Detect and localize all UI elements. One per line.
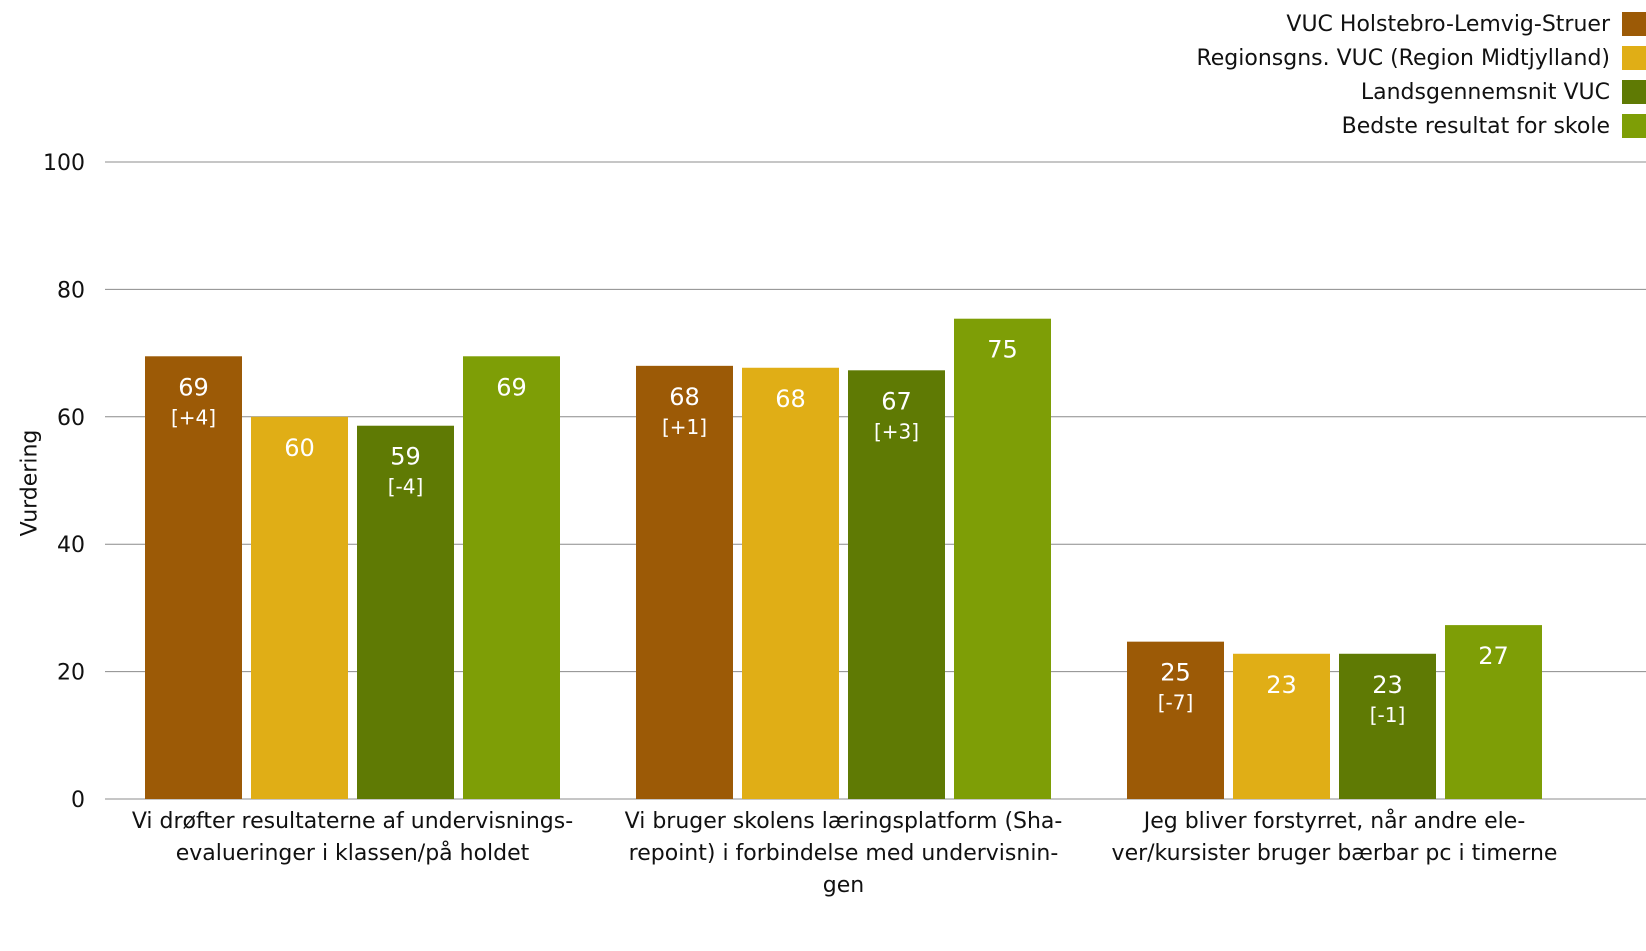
- x-tick-label: Jeg bliver forstyrret, når andre ele- ve…: [1111, 809, 1558, 866]
- legend-label: Bedste resultat for skole: [1341, 113, 1610, 139]
- bar-value-label: 25: [1160, 659, 1191, 687]
- legend-swatch: [1622, 46, 1646, 70]
- bar-value-label: 68: [775, 385, 806, 413]
- legend-label: Regionsgns. VUC (Region Midtjylland): [1196, 45, 1610, 71]
- bar: [1339, 653, 1436, 799]
- bar: [357, 425, 454, 799]
- y-tick-label: 40: [57, 533, 85, 558]
- x-tick-label: Vi drøfter resultaterne af undervisnings…: [131, 809, 574, 866]
- legend-item: Bedste resultat for skole: [1342, 112, 1646, 140]
- bar: [1445, 625, 1542, 799]
- x-tick-label: Vi bruger skolens læringsplatform (Sha- …: [624, 809, 1063, 898]
- legend-swatch: [1622, 114, 1646, 138]
- bar-value-label: 27: [1478, 642, 1509, 670]
- bar-diff-label: [-1]: [1370, 703, 1406, 727]
- bar-value-label: 69: [178, 373, 209, 401]
- bar-value-label: 60: [284, 434, 315, 462]
- y-axis-title: Vurdering: [17, 429, 43, 537]
- bar-value-label: 68: [669, 383, 700, 411]
- bar-value-label: 67: [881, 387, 912, 415]
- bar-diff-label: [-4]: [388, 475, 424, 499]
- bar-diff-label: [-7]: [1158, 691, 1194, 715]
- bar-value-label: 69: [496, 373, 527, 401]
- bar-value-label: 59: [390, 443, 421, 471]
- bar: [636, 365, 733, 799]
- legend-item: Regionsgns. VUC (Region Midtjylland): [1196, 44, 1646, 72]
- bar: [463, 356, 560, 799]
- bar-value-label: 23: [1372, 671, 1403, 699]
- bar-diff-label: [+1]: [662, 415, 707, 439]
- legend-swatch: [1622, 12, 1646, 36]
- bar: [145, 356, 242, 799]
- bar: [848, 370, 945, 799]
- legend-item: Landsgennemsnit VUC: [1361, 78, 1646, 106]
- bar: [954, 318, 1051, 799]
- bar-diff-label: [+3]: [874, 419, 919, 443]
- y-tick-label: 80: [57, 278, 85, 303]
- bar-value-label: 75: [987, 336, 1018, 364]
- legend-swatch: [1622, 80, 1646, 104]
- y-tick-label: 100: [43, 151, 85, 176]
- bar: [1233, 653, 1330, 799]
- bar: [742, 367, 839, 799]
- y-tick-label: 60: [57, 406, 85, 431]
- bar: [251, 416, 348, 799]
- y-tick-label: 0: [71, 788, 85, 813]
- legend-label: Landsgennemsnit VUC: [1360, 79, 1610, 105]
- legend-label: VUC Holstebro-Lemvig-Struer: [1286, 11, 1610, 37]
- bar-value-label: 23: [1266, 671, 1297, 699]
- y-tick-label: 20: [57, 661, 85, 686]
- bar: [1127, 641, 1224, 799]
- bar-diff-label: [+4]: [171, 405, 216, 429]
- legend-item: VUC Holstebro-Lemvig-Struer: [1286, 10, 1646, 38]
